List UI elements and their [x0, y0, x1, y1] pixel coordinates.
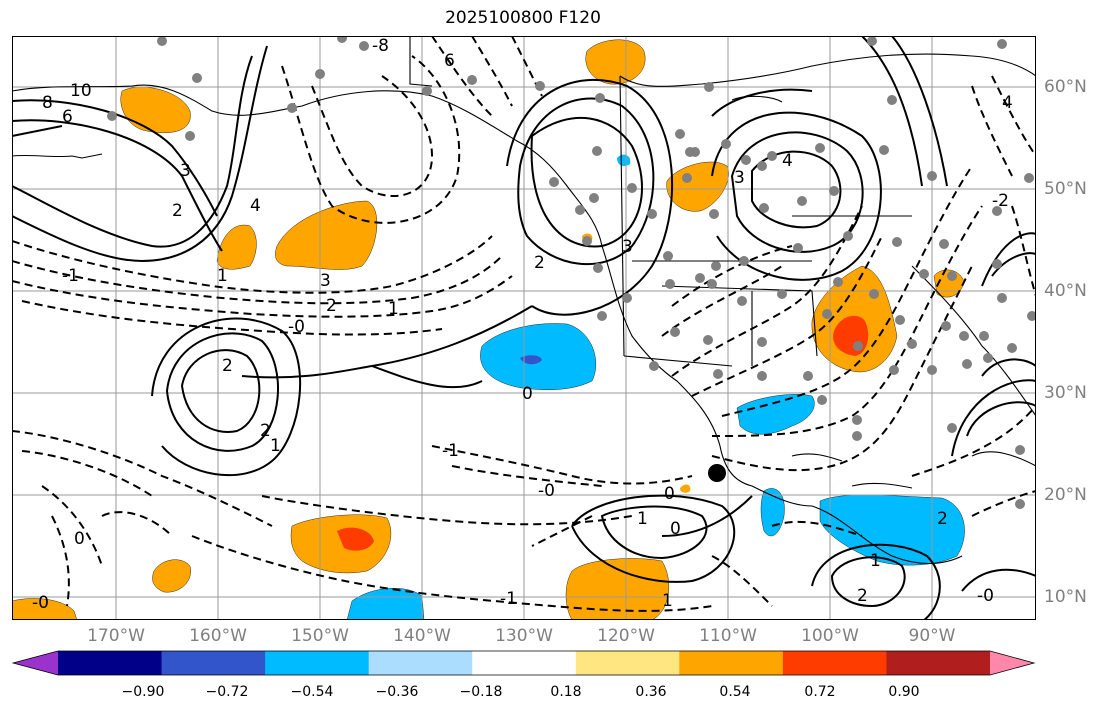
lon-label: 110°W — [699, 626, 757, 646]
anomaly-blob-negative — [736, 394, 815, 435]
map-title: 2025100800 F120 — [445, 8, 601, 28]
contour-label: -1 — [442, 441, 459, 461]
contour-label: 1 — [217, 266, 228, 286]
map-panel[interactable]: 10 8 6 -8 6 3 4 3 4 3 2 1 2 -1 3 2 1 -0 … — [12, 36, 1036, 620]
colorbar-tick-label: 0.54 — [719, 684, 751, 700]
colorbar-swatch — [679, 651, 784, 675]
lat-label: 30°N — [1044, 383, 1087, 403]
contour-label: 0 — [670, 519, 681, 539]
contour-label: 2 — [260, 421, 271, 441]
colorbar-tick-label: −0.18 — [459, 684, 503, 700]
contour-label: 2 — [222, 356, 233, 376]
anomaly-blob-negative — [617, 154, 631, 166]
contour-label: 2 — [937, 509, 948, 529]
contour-label: 2 — [857, 586, 868, 606]
contour-label: 2 — [326, 296, 337, 316]
contour-label: 0 — [74, 529, 85, 549]
colorbar-tick-label: 0.90 — [888, 684, 920, 700]
colorbar-swatch — [58, 651, 163, 675]
contour-label: 8 — [42, 93, 53, 113]
lat-label: 50°N — [1044, 179, 1087, 199]
anomaly-blob-positive — [216, 224, 257, 270]
lon-label: 90°W — [908, 626, 956, 646]
colorbar-swatch — [782, 651, 887, 675]
contour-label: 1 — [637, 509, 648, 529]
lon-label: 150°W — [291, 626, 349, 646]
colorbar-tick-label: −0.36 — [375, 684, 419, 700]
contour-label: 3 — [320, 271, 331, 291]
contour-label: 0 — [522, 384, 533, 404]
graticule — [12, 36, 1036, 620]
contour-label: -0 — [288, 317, 305, 337]
anomaly-blob-negative — [346, 588, 425, 620]
anomaly-blob-positive — [680, 484, 691, 493]
colorbar-tick-label: 0.72 — [804, 684, 836, 700]
contours-dashed — [12, 36, 1036, 612]
lat-label: 40°N — [1044, 281, 1087, 301]
colorbar-swatches — [13, 651, 1034, 675]
contour-label: 2 — [172, 201, 183, 221]
contour-label: 3 — [622, 237, 633, 257]
colorbar-swatch — [161, 651, 266, 675]
colorbar-swatch — [265, 651, 370, 675]
lat-label: 10°N — [1044, 587, 1087, 607]
colorbar-tick-label: −0.72 — [205, 684, 249, 700]
colorbar — [12, 650, 1036, 676]
colorbar-swatch — [472, 651, 577, 675]
shaded-anomaly-areas — [12, 39, 965, 620]
colorbar-tick-label: 0.18 — [550, 684, 582, 700]
colorbar-swatch — [886, 651, 991, 675]
contour-label: 10 — [70, 81, 92, 101]
colorbar-swatch — [575, 651, 680, 675]
anomaly-blob-positive — [275, 200, 378, 270]
contour-label: -8 — [372, 36, 389, 56]
colorbar-extend-high — [990, 651, 1034, 675]
lat-label: 20°N — [1044, 485, 1087, 505]
contour-label: 1 — [870, 551, 881, 571]
contour-label: 6 — [62, 107, 73, 127]
contour-label: 0 — [664, 484, 675, 504]
contour-label: -1 — [62, 266, 79, 286]
colorbar-swatch — [368, 651, 473, 675]
contour-labels: 10 8 6 -8 6 3 4 3 4 3 2 1 2 -1 3 2 1 -0 … — [32, 36, 1013, 613]
anomaly-blob-positive — [290, 514, 392, 574]
contour-label: 4 — [250, 196, 261, 216]
lon-label: 160°W — [189, 626, 247, 646]
lon-label: 140°W — [393, 626, 451, 646]
contour-label: -0 — [32, 593, 49, 613]
contour-label: -0 — [538, 481, 555, 501]
colorbar-tick-label: 0.36 — [635, 684, 667, 700]
lon-label: 120°W — [597, 626, 655, 646]
station-markers — [107, 36, 1036, 509]
contour-label: -2 — [992, 191, 1009, 211]
lon-label: 170°W — [87, 626, 145, 646]
colorbar-tick-label: −0.54 — [290, 684, 334, 700]
map-frame — [12, 36, 1036, 620]
contour-label: 4 — [782, 151, 793, 171]
contour-label: 6 — [444, 51, 455, 71]
reference-point-marker — [708, 464, 726, 482]
anomaly-blob-positive — [565, 558, 669, 620]
anomaly-blob-positive — [12, 598, 78, 620]
lon-label: 100°W — [801, 626, 859, 646]
colorbar-extend-low — [13, 651, 58, 675]
contours-solid — [12, 36, 1036, 620]
contour-label: 2 — [534, 253, 545, 273]
anomaly-blob-strong-positive — [337, 527, 374, 551]
contour-label: 1 — [270, 436, 281, 456]
contour-label: 3 — [180, 161, 191, 181]
anomaly-blob-positive — [585, 39, 646, 85]
contour-label: 3 — [734, 168, 745, 188]
contour-label: -1 — [500, 589, 517, 609]
contour-label: 1 — [662, 591, 673, 611]
contour-label: 4 — [1002, 93, 1013, 113]
contour-label: 1 — [388, 299, 399, 319]
anomaly-blob-positive — [152, 559, 191, 593]
lat-label: 60°N — [1044, 77, 1087, 97]
lon-label: 130°W — [495, 626, 553, 646]
contour-label: -0 — [977, 586, 994, 606]
colorbar-tick-label: −0.90 — [121, 684, 165, 700]
anomaly-blob-strong-negative — [520, 355, 542, 365]
